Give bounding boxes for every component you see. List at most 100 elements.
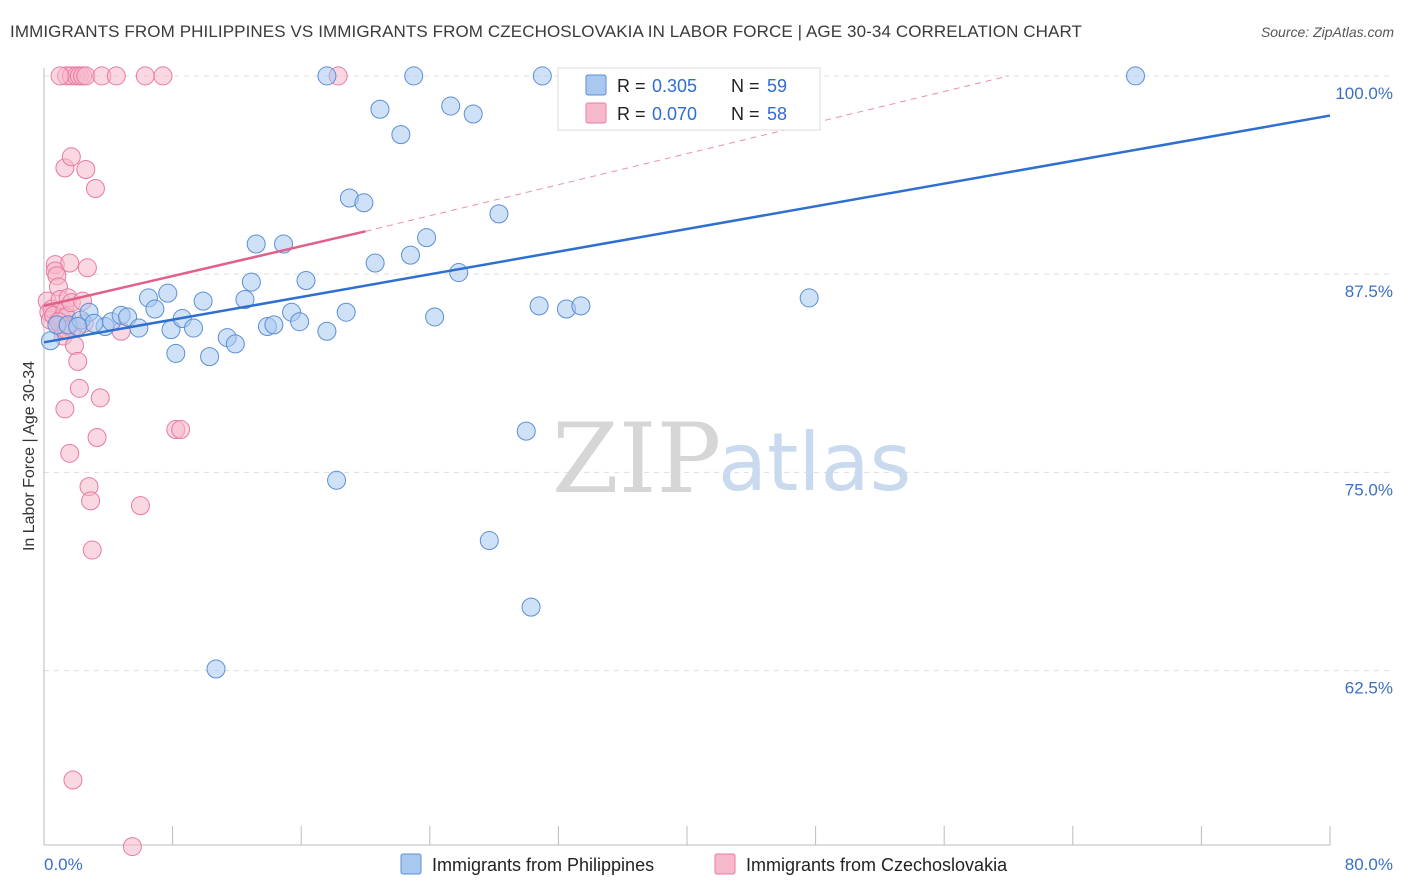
series-czechoslovakia-points: [37, 66, 348, 857]
czechoslovakia-point-39: [61, 147, 81, 167]
legend-n-value-1: 59: [767, 76, 787, 96]
philippines-point-56: [206, 659, 226, 679]
bottom-legend-swatch-philippines: [400, 853, 422, 875]
philippines-point-50: [532, 66, 552, 86]
czechoslovakia-point-50: [135, 66, 155, 86]
y-tick-label-3: 100.0%: [1335, 84, 1393, 103]
philippines-point-47: [799, 288, 819, 308]
philippines-point-14: [166, 343, 186, 363]
philippines-point-44: [529, 296, 549, 316]
czechoslovakia-point-47: [76, 66, 96, 86]
philippines-point-49: [404, 66, 424, 86]
czechoslovakia-point-53: [50, 66, 70, 86]
philippines-point-55: [521, 597, 541, 617]
bottom-legend-label-philippines: Immigrants from Philippines: [432, 855, 654, 875]
czechoslovakia-point-35: [130, 496, 150, 516]
trend-line-philippines: [43, 114, 1331, 344]
philippines-point-42: [463, 104, 483, 124]
philippines-point-35: [370, 99, 390, 119]
czechoslovakia-point-26: [77, 258, 97, 278]
legend-box: R = 0.305 N = 59 R = 0.070 N = 58: [557, 67, 821, 131]
philippines-point-39: [425, 307, 445, 327]
philippines-point-43: [489, 204, 509, 224]
y-axis-label: In Labor Force | Age 30-34: [21, 361, 38, 551]
philippines-point-20: [225, 334, 245, 354]
philippines-point-18: [200, 347, 220, 367]
philippines-point-36: [391, 125, 411, 145]
legend-r-label-1: R =: [617, 76, 646, 96]
philippines-point-23: [246, 234, 266, 254]
philippines-point-33: [354, 193, 374, 213]
philippines-point-52: [327, 470, 347, 490]
philippines-point-57: [84, 313, 104, 333]
czechoslovakia-point-51: [153, 66, 173, 86]
legend-swatch-philippines: [585, 74, 607, 96]
czechoslovakia-point-18: [60, 253, 80, 273]
y-tick-label-1: 75.0%: [1345, 480, 1393, 499]
watermark-zip: ZIP: [552, 403, 721, 515]
philippines-point-25: [264, 315, 284, 335]
philippines-point-54: [516, 421, 536, 441]
czechoslovakia-point-32: [87, 427, 107, 447]
trend-line-czechoslovakia-extension: [365, 75, 1009, 232]
philippines-point-30: [317, 321, 337, 341]
philippines-point-31: [336, 302, 356, 322]
czechoslovakia-point-22: [68, 351, 88, 371]
x-tick-label-max: 80.0%: [1345, 855, 1393, 874]
czechoslovakia-point-55: [122, 837, 142, 857]
czechoslovakia-point-37: [171, 420, 191, 440]
philippines-point-34: [365, 253, 385, 273]
philippines-point-53: [479, 531, 499, 551]
y-tick-label-0: 62.5%: [1345, 679, 1393, 698]
bottom-legend: Immigrants from Philippines Immigrants f…: [400, 853, 1008, 875]
source-label: Source: ZipAtlas.com: [1260, 24, 1394, 40]
philippines-point-38: [417, 228, 437, 248]
trend-lines: [43, 75, 1331, 344]
philippines-point-16: [183, 318, 203, 338]
philippines-point-9: [129, 318, 149, 338]
philippines-point-48: [317, 66, 337, 86]
x-ticks: [172, 826, 1331, 845]
legend-n-label-1: N =: [731, 76, 760, 96]
chart-title: IMMIGRANTS FROM PHILIPPINES VS IMMIGRANT…: [10, 22, 1083, 41]
philippines-point-29: [296, 270, 316, 290]
x-tick-label-min: 0.0%: [44, 855, 83, 874]
czechoslovakia-point-31: [60, 443, 80, 463]
philippines-point-12: [158, 283, 178, 303]
philippines-point-58: [68, 316, 88, 336]
philippines-point-40: [441, 96, 461, 116]
y-tick-label-2: 87.5%: [1345, 282, 1393, 301]
czechoslovakia-point-54: [63, 770, 83, 790]
czechoslovakia-point-40: [76, 159, 96, 179]
y-tick-labels: 62.5% 75.0% 87.5% 100.0%: [1335, 84, 1393, 698]
series-philippines-points: [40, 66, 1145, 679]
czechoslovakia-point-28: [81, 491, 101, 511]
legend-n-value-2: 58: [767, 104, 787, 124]
philippines-point-46: [571, 296, 591, 316]
philippines-point-28: [290, 312, 310, 332]
legend-n-label-2: N =: [731, 104, 760, 124]
czechoslovakia-point-29: [82, 540, 102, 560]
bottom-legend-label-czechoslovakia: Immigrants from Czechoslovakia: [746, 855, 1008, 875]
watermark-atlas: atlas: [718, 416, 911, 509]
philippines-point-21: [235, 290, 255, 310]
philippines-point-22: [241, 272, 261, 292]
czechoslovakia-point-30: [55, 399, 75, 419]
legend-swatch-czechoslovakia: [585, 102, 607, 124]
philippines-point-51: [1125, 66, 1145, 86]
watermark: ZIP atlas: [552, 403, 911, 515]
bottom-legend-swatch-czechoslovakia: [714, 853, 736, 875]
legend-r-value-1: 0.305: [652, 76, 697, 96]
trend-line-czechoslovakia: [43, 230, 366, 308]
legend-r-value-2: 0.070: [652, 104, 697, 124]
legend-r-label-2: R =: [617, 104, 646, 124]
philippines-point-17: [193, 291, 213, 311]
czechoslovakia-point-33: [90, 388, 110, 408]
philippines-point-37: [401, 245, 421, 265]
czechoslovakia-point-23: [69, 378, 89, 398]
czechoslovakia-point-41: [85, 179, 105, 199]
czechoslovakia-point-49: [106, 66, 126, 86]
philippines-point-41: [449, 263, 469, 283]
philippines-point-11: [145, 299, 165, 319]
